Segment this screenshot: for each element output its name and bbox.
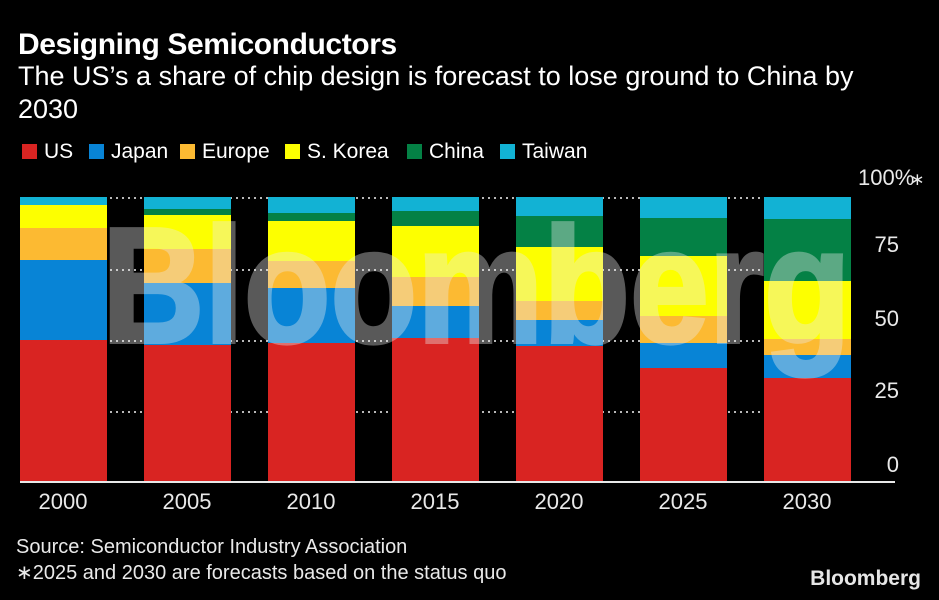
svg-text:Bloomberg: Bloomberg [102,194,851,377]
